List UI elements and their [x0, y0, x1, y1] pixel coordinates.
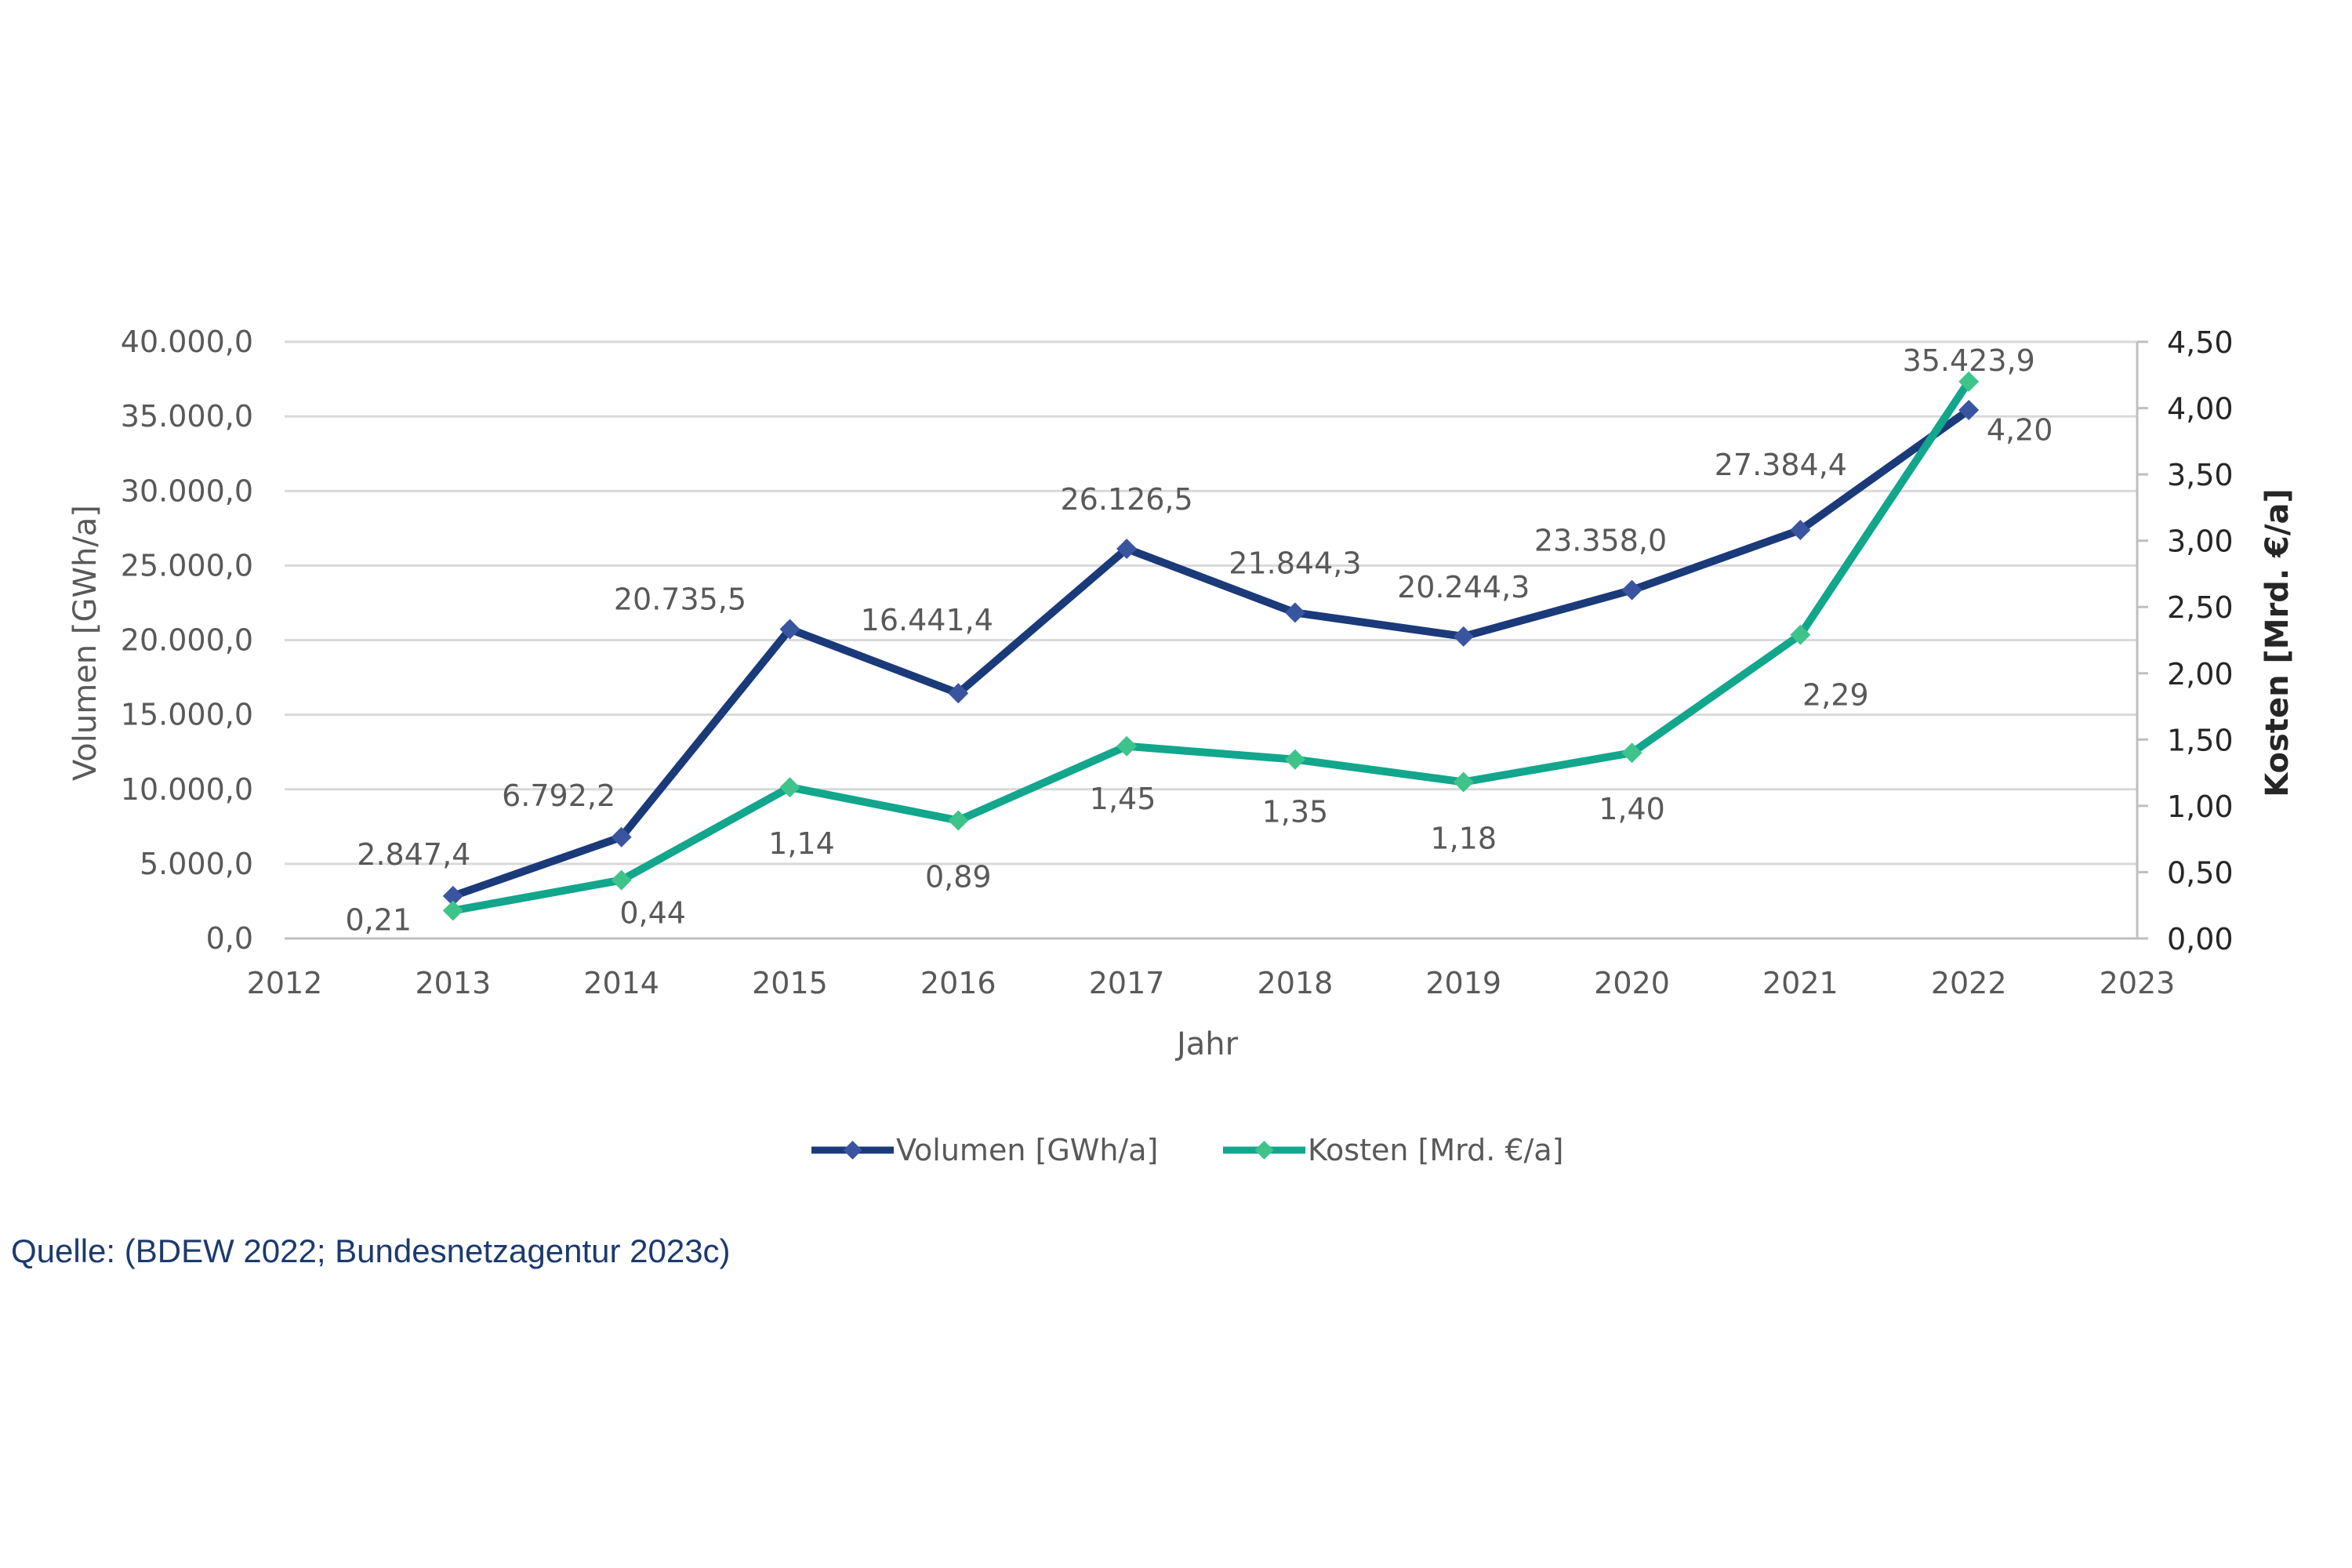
- y-right-tick-label: 4,00: [2167, 392, 2234, 426]
- gridlines: [285, 340, 2137, 940]
- volumen-data-label: 35.423,9: [1903, 343, 2035, 378]
- data-point-marker[interactable]: [1621, 579, 1642, 601]
- data-point-marker[interactable]: [1958, 371, 1980, 392]
- volumen-data-label: 20.244,3: [1397, 570, 1530, 604]
- y-right-tick-label: 3,50: [2167, 458, 2234, 492]
- data-point-marker[interactable]: [1116, 538, 1138, 559]
- y-right-tick-label: 3,00: [2167, 524, 2234, 559]
- x-tick-label: 2019: [1425, 966, 1501, 1000]
- y-right-tick-label: 1,50: [2167, 723, 2234, 757]
- volumen-data-label: 21.844,3: [1229, 546, 1361, 580]
- data-point-marker[interactable]: [1621, 742, 1642, 764]
- x-tick-label: 2015: [752, 966, 828, 1000]
- kosten-data-label: 4,20: [1987, 413, 2053, 448]
- data-point-marker[interactable]: [442, 885, 463, 906]
- data-point-marker[interactable]: [779, 619, 800, 640]
- data-point-marker[interactable]: [1790, 624, 1811, 645]
- data-point-marker[interactable]: [1453, 771, 1474, 793]
- y-left-tick-label: 10.000,0: [121, 772, 253, 807]
- volumen-data-label: 16.441,4: [861, 603, 993, 637]
- volumen-data-label: 2.847,4: [357, 837, 470, 872]
- series-line-0: [448, 406, 1973, 900]
- volumen-data-label: 6.792,2: [502, 779, 615, 813]
- data-point-marker[interactable]: [948, 683, 969, 704]
- data-point-marker[interactable]: [1958, 400, 1980, 421]
- y-right-tick-label: 1,00: [2167, 789, 2234, 824]
- data-point-marker[interactable]: [948, 810, 969, 831]
- volumen-data-label: 27.384,4: [1715, 448, 1847, 482]
- x-tick-label: 2022: [1931, 966, 2007, 1000]
- data-point-marker[interactable]: [1116, 735, 1138, 757]
- y-left-tick-label: 35.000,0: [121, 399, 253, 434]
- y-left-tick-label: 15.000,0: [121, 698, 253, 732]
- kosten-data-label: 0,89: [925, 859, 992, 894]
- kosten-data-label: 1,45: [1090, 782, 1156, 816]
- y-left-tick-label: 0,0: [206, 921, 253, 956]
- kosten-data-label: 2,29: [1802, 678, 1869, 713]
- kosten-data-label: 1,14: [768, 826, 835, 861]
- y-left-tick-label: 5.000,0: [140, 847, 253, 881]
- kosten-data-label: 1,35: [1262, 795, 1329, 829]
- legend: Volumen [GWh/a] Kosten [Mrd. €/a]: [811, 1133, 1563, 1167]
- data-point-marker[interactable]: [611, 869, 632, 891]
- y-right-tick-label: 4,50: [2167, 325, 2234, 360]
- x-tick-label: 2023: [2100, 966, 2176, 1000]
- legend-item-volumen[interactable]: Volumen [GWh/a]: [811, 1133, 1158, 1167]
- y-axis-right-title: Kosten [Mrd. €/a]: [2259, 488, 2296, 797]
- series-line-1: [448, 377, 1973, 915]
- x-tick-label: 2016: [920, 966, 996, 1000]
- volumen-data-label: 23.358,0: [1534, 524, 1667, 558]
- x-tick-label: 2017: [1089, 966, 1165, 1000]
- kosten-data-label: 1,18: [1430, 821, 1497, 855]
- data-point-marker[interactable]: [1790, 520, 1811, 541]
- data-labels: 2.847,4 6.792,2 20.735,5 16.441,4 26.126,5 21…: [346, 343, 2053, 937]
- data-point-marker[interactable]: [611, 826, 632, 848]
- legend-label-kosten: Kosten [Mrd. €/a]: [1308, 1133, 1563, 1167]
- y-left-tick-label: 25.000,0: [121, 548, 253, 583]
- axes: 0,0 5.000,0 10.000,0 15.000,0 20.000,0 25.000…: [121, 325, 2234, 1000]
- volumen-data-label: 26.126,5: [1060, 482, 1192, 517]
- x-tick-label: 2012: [247, 966, 323, 1000]
- x-axis-title: Jahr: [1174, 1026, 1239, 1062]
- y-left-tick-label: 20.000,0: [121, 623, 253, 658]
- x-tick-label: 2018: [1258, 966, 1334, 1000]
- y-right-tick-label: 2,50: [2167, 590, 2234, 625]
- x-tick-label: 2021: [1762, 966, 1838, 1000]
- kosten-data-label: 0,44: [619, 896, 686, 931]
- legend-item-kosten[interactable]: Kosten [Mrd. €/a]: [1223, 1133, 1563, 1167]
- y-right-tick-label: 0,00: [2167, 922, 2234, 956]
- y-right-tick-label: 0,50: [2167, 855, 2234, 890]
- data-point-marker[interactable]: [779, 777, 800, 798]
- legend-marker-volumen: [843, 1141, 862, 1160]
- x-tick-label: 2020: [1594, 966, 1670, 1000]
- series-lines: [442, 371, 1980, 921]
- legend-label-volumen: Volumen [GWh/a]: [896, 1133, 1158, 1167]
- kosten-data-label: 1,40: [1599, 792, 1665, 826]
- legend-marker-kosten: [1254, 1141, 1274, 1160]
- y-axis-left-title: Volumen [GWh/a]: [67, 505, 103, 781]
- volumen-data-label: 20.735,5: [614, 583, 746, 617]
- x-tick-label: 2013: [415, 966, 491, 1000]
- data-point-marker[interactable]: [1284, 602, 1305, 623]
- y-left-tick-label: 30.000,0: [121, 474, 253, 508]
- x-tick-label: 2014: [583, 966, 659, 1000]
- data-point-marker[interactable]: [442, 900, 463, 921]
- kosten-data-label: 0,21: [346, 902, 412, 937]
- data-point-marker[interactable]: [1453, 626, 1474, 647]
- y-left-tick-label: 40.000,0: [121, 325, 253, 359]
- source-note: Quelle: (BDEW 2022; Bundesnetzagentur 20…: [11, 1232, 731, 1269]
- data-point-marker[interactable]: [1284, 749, 1305, 770]
- y-right-tick-label: 2,00: [2167, 657, 2234, 691]
